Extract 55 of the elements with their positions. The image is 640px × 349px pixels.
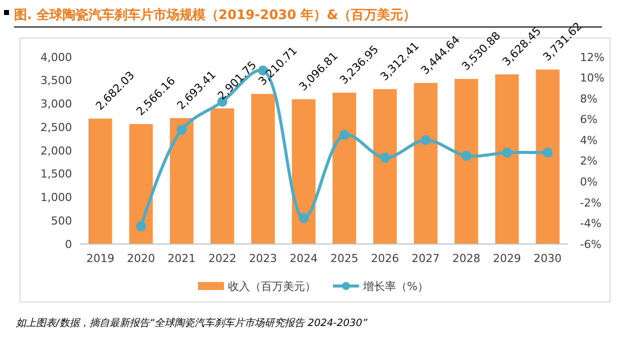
x-tick-label: 2024 bbox=[290, 252, 318, 265]
y-tick-label: 2,500 bbox=[40, 120, 72, 134]
y2-tick-label: 10% bbox=[580, 72, 604, 85]
y2-tick-label: 12% bbox=[580, 50, 604, 64]
chart-title: 图. 全球陶瓷汽车刹车片市场规模（2019-2030 年）&（百万美元） bbox=[14, 7, 416, 23]
y-tick-label: 3,500 bbox=[40, 74, 72, 88]
point bbox=[339, 130, 350, 140]
bar bbox=[129, 124, 153, 244]
y2-tick-label: 0% bbox=[580, 176, 598, 189]
x-tick-label: 2022 bbox=[208, 252, 236, 265]
y-tick-label: 0 bbox=[65, 238, 72, 251]
y-tick-label: 3,000 bbox=[40, 98, 72, 111]
x-tick-label: 2023 bbox=[249, 252, 277, 265]
point bbox=[136, 221, 146, 232]
y2-tick-label: -6% bbox=[580, 238, 602, 251]
y2-tick-label: 4% bbox=[580, 134, 598, 147]
y2-tick-label: -2% bbox=[580, 196, 602, 210]
bar bbox=[373, 89, 397, 244]
y-tick-label: 1,000 bbox=[40, 191, 72, 204]
point bbox=[380, 152, 390, 163]
bar bbox=[454, 78, 478, 244]
y2-tick-label: -4% bbox=[580, 217, 602, 230]
x-tick-label: 2021 bbox=[168, 252, 196, 265]
bar bbox=[536, 70, 560, 244]
point bbox=[176, 124, 187, 135]
bar bbox=[495, 74, 519, 244]
y2-tick-label: 8% bbox=[580, 92, 598, 106]
bar bbox=[88, 118, 112, 244]
y-tick-label: 1,500 bbox=[40, 168, 72, 181]
x-tick-label: 2020 bbox=[127, 252, 155, 265]
point bbox=[542, 148, 553, 158]
x-tick-label: 2025 bbox=[330, 252, 358, 265]
y-tick-label: 2,000 bbox=[40, 144, 72, 158]
y-tick-label: 500 bbox=[51, 214, 72, 228]
point bbox=[298, 213, 309, 224]
x-tick-label: 2026 bbox=[371, 252, 399, 265]
point bbox=[461, 150, 472, 161]
bar bbox=[292, 99, 316, 244]
x-tick-label: 2028 bbox=[452, 252, 480, 265]
x-tick-label: 2027 bbox=[412, 252, 440, 265]
bar bbox=[414, 82, 438, 244]
legend-label: 增长率（%） bbox=[362, 280, 428, 293]
bar bbox=[170, 118, 194, 244]
point bbox=[420, 135, 431, 146]
y2-tick-label: 6% bbox=[580, 113, 598, 126]
x-tick-label: 2019 bbox=[86, 252, 114, 265]
y2-tick-label: 2% bbox=[580, 154, 598, 168]
point bbox=[502, 148, 512, 158]
legend-label: 收入（百万美元） bbox=[228, 280, 316, 293]
y-tick-label: 4,000 bbox=[40, 50, 72, 64]
x-tick-label: 2029 bbox=[493, 252, 521, 265]
x-tick-label: 2030 bbox=[534, 252, 562, 265]
text: 如上图表/数据，摘自最新报告“全球陶瓷汽车刹车片市场研究报告 2024-2030” bbox=[15, 317, 368, 329]
bar bbox=[210, 108, 234, 244]
bar bbox=[332, 92, 356, 244]
